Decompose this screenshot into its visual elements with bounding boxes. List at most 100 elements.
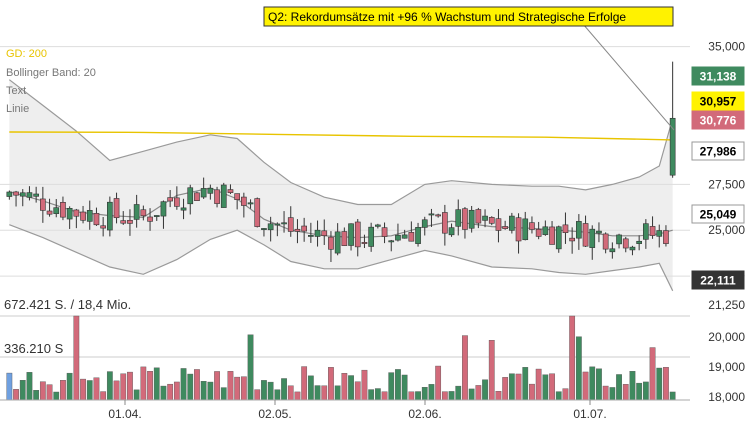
volume-bar: [86, 380, 93, 401]
candle-body: [281, 222, 287, 225]
volume-bar: [589, 366, 596, 401]
volume-bar: [441, 391, 448, 401]
volume-bar: [381, 391, 388, 401]
volume-tick-label: 18,000: [708, 390, 745, 404]
candlesticks: [6, 61, 676, 263]
volume-bars: [6, 315, 676, 401]
price-badge: [691, 270, 745, 290]
annotation-text: Q2: Rekordumsätze mit +96 % Wachstum und…: [268, 10, 626, 24]
volume-bar: [495, 391, 502, 401]
price-badge: [691, 110, 745, 130]
candle-body: [435, 214, 441, 217]
candle-body: [428, 213, 435, 216]
x-tick-label: 02.05.: [258, 407, 291, 421]
x-tick-label: 01.04.: [108, 407, 141, 421]
candle-body: [19, 192, 26, 197]
candle-body: [241, 196, 247, 206]
x-tick-label: 01.07.: [573, 407, 606, 421]
volume-bar: [596, 368, 602, 401]
candle-body: [133, 204, 140, 220]
price-badge: [691, 204, 745, 224]
candle-body: [488, 217, 495, 224]
candle-body: [26, 192, 33, 198]
volume-bar: [234, 376, 241, 401]
candle-body: [6, 191, 13, 197]
price-tick-label: 35,000: [708, 40, 745, 54]
candle-body: [60, 202, 66, 218]
candle-body: [421, 219, 428, 228]
candle-body: [93, 213, 100, 226]
volume-bar: [388, 372, 395, 401]
volume-bar: [669, 391, 676, 401]
legend-gd200: GD: 200: [6, 48, 47, 60]
candle-body: [468, 209, 475, 229]
price-badge-label: 25,049: [700, 208, 737, 222]
legend-text: Text: [6, 85, 26, 97]
volume-bar: [13, 389, 19, 401]
candle-body: [388, 240, 395, 243]
volume-bar: [435, 365, 442, 401]
volume-bar: [629, 371, 636, 401]
candle-body: [127, 219, 133, 224]
candle-body: [663, 230, 669, 244]
volume-bar: [180, 368, 187, 401]
candle-body: [549, 226, 555, 245]
candle-body: [287, 217, 294, 232]
annotation-connector: [582, 23, 675, 131]
volume-bar: [314, 385, 321, 401]
volume-bar: [354, 381, 361, 401]
candle-body: [160, 201, 167, 217]
volume-bar: [214, 371, 220, 401]
price-gridlines: [0, 46, 690, 277]
candle-body: [46, 210, 53, 215]
volume-bar: [475, 385, 482, 401]
volume-bar: [147, 371, 153, 401]
candle-body: [341, 231, 348, 246]
candle-body: [13, 191, 19, 196]
candle-body: [187, 187, 194, 205]
candle-body: [643, 223, 649, 240]
candle-body: [656, 230, 663, 237]
volume-bar: [194, 369, 200, 401]
volume-bar: [341, 373, 348, 401]
volume-bar: [167, 383, 174, 401]
candle-body: [448, 227, 455, 236]
candle-body: [328, 236, 334, 250]
volume-bar: [328, 367, 334, 401]
candle-body: [113, 198, 120, 219]
candle-body: [220, 184, 227, 208]
candle-body: [167, 197, 173, 202]
gd200-line: [9, 131, 673, 141]
volume-bar: [421, 387, 428, 401]
candle-body: [368, 226, 374, 247]
volume-bar: [267, 381, 274, 401]
volume-mid-label: 336.210 S: [4, 341, 64, 356]
candle-body: [482, 215, 488, 221]
volume-bar: [408, 391, 415, 401]
candle-body: [569, 237, 575, 242]
annotation-box: [263, 6, 674, 27]
candle-body: [73, 209, 80, 217]
candle-body: [207, 187, 214, 194]
volume-bar: [622, 384, 629, 401]
volume-bar: [529, 383, 535, 401]
volume-bar: [26, 372, 33, 401]
candle-body: [66, 208, 73, 220]
volume-bar: [66, 372, 73, 401]
volume-bar: [415, 391, 421, 401]
candle-body: [200, 188, 207, 198]
candle-body: [622, 238, 629, 249]
volume-bar: [616, 374, 622, 401]
price-panel: Q2: Rekordumsätze mit +96 % Wachstum und…: [0, 6, 745, 292]
candle-body: [555, 226, 562, 250]
candle-body: [40, 198, 46, 211]
candle-body: [247, 202, 254, 205]
x-tick-label: 02.06.: [408, 407, 441, 421]
candle-body: [153, 215, 160, 217]
candle-body: [515, 217, 522, 242]
price-badge-label: 31,138: [700, 70, 737, 84]
volume-bar: [555, 391, 562, 401]
volume-bar: [106, 371, 113, 401]
candle-body: [649, 226, 656, 236]
